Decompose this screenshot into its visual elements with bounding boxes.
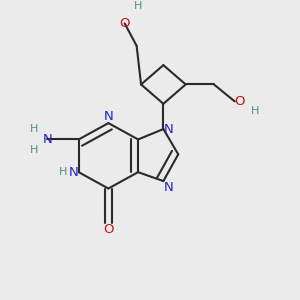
Text: N: N	[103, 110, 113, 123]
Text: H: H	[134, 1, 142, 11]
Text: O: O	[235, 95, 245, 108]
Text: H: H	[30, 124, 38, 134]
Text: N: N	[69, 166, 79, 179]
Text: O: O	[103, 223, 114, 236]
Text: H: H	[58, 167, 67, 177]
Text: N: N	[164, 122, 173, 136]
Text: N: N	[43, 133, 52, 146]
Text: O: O	[119, 17, 130, 30]
Text: N: N	[164, 181, 173, 194]
Text: H: H	[30, 145, 38, 155]
Text: H: H	[251, 106, 260, 116]
